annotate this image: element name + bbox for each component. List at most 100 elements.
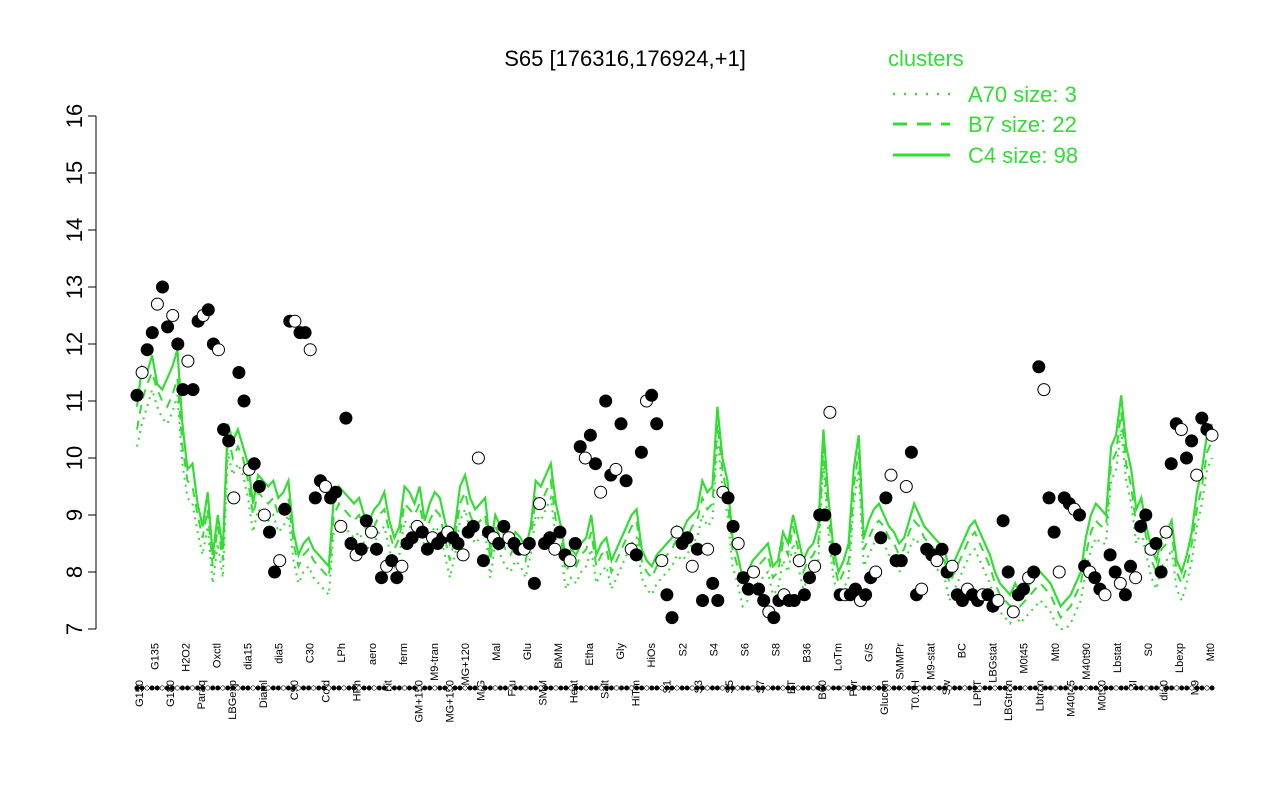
x-category-label: M9-stat — [926, 643, 938, 680]
x-marker — [1103, 685, 1109, 691]
x-category-label: dia15 — [243, 643, 255, 670]
x-category-label: Mt0 — [1050, 643, 1062, 661]
x-marker — [1027, 685, 1033, 691]
x-marker — [225, 685, 231, 691]
x-marker — [613, 685, 619, 691]
data-point — [981, 588, 995, 602]
x-marker — [634, 685, 640, 691]
data-point — [757, 594, 771, 607]
x-marker — [649, 685, 655, 691]
x-marker — [699, 685, 705, 691]
x-category-label: M40t90 — [1081, 643, 1093, 680]
data-point — [237, 394, 251, 408]
x-marker — [200, 685, 206, 691]
data-point — [329, 485, 343, 499]
x-category-label: S2 — [677, 643, 689, 656]
data-point — [278, 502, 292, 516]
x-category-label: G135 — [150, 643, 162, 670]
x-marker — [1118, 685, 1124, 691]
x-marker — [316, 685, 322, 691]
data-point — [201, 303, 215, 317]
x-marker — [568, 685, 574, 691]
data-point — [527, 576, 541, 590]
x-marker — [1073, 685, 1079, 691]
data-point — [1073, 508, 1086, 522]
data-point — [217, 423, 231, 436]
x-marker — [841, 685, 847, 691]
x-marker — [1058, 685, 1064, 691]
x-marker — [624, 685, 630, 691]
x-marker — [477, 685, 483, 691]
series-line-dotted — [136, 386, 1213, 630]
data-point — [945, 559, 959, 573]
x-category-label: Lbexp — [1174, 643, 1186, 673]
data-point — [619, 474, 633, 488]
x-category-label: M9-tran — [429, 643, 441, 681]
x-marker — [1138, 685, 1144, 691]
x-marker — [952, 685, 958, 691]
data-point — [171, 337, 185, 351]
data-point — [395, 559, 409, 573]
y-tick-label: 15 — [62, 161, 87, 185]
x-category-label: Etha — [584, 642, 596, 666]
data-point — [884, 468, 898, 482]
x-marker — [1189, 685, 1195, 691]
data-point — [476, 554, 490, 568]
x-marker — [1017, 685, 1023, 691]
x-marker — [1037, 685, 1043, 691]
x-marker — [694, 685, 700, 691]
data-point — [573, 440, 587, 454]
x-category-label: Glucon — [879, 680, 891, 715]
x-marker — [1133, 685, 1139, 691]
x-marker — [735, 685, 741, 691]
data-point — [803, 571, 816, 585]
x-marker — [215, 685, 221, 691]
x-marker — [679, 685, 685, 691]
x-marker — [921, 685, 927, 691]
x-category-label: dia5 — [274, 643, 286, 664]
x-marker — [770, 685, 776, 691]
x-marker — [709, 685, 715, 691]
data-point — [680, 531, 694, 545]
data-point — [212, 343, 225, 357]
x-marker — [654, 685, 660, 691]
x-marker — [881, 685, 887, 691]
x-category-label: B36 — [801, 643, 813, 663]
x-marker — [659, 685, 665, 691]
x-marker — [750, 685, 756, 691]
x-marker — [563, 685, 569, 691]
data-point — [685, 559, 699, 573]
x-marker — [427, 685, 433, 691]
x-category-label: Mt0 — [1205, 643, 1217, 661]
x-category-label: Sw — [941, 680, 953, 695]
data-point — [1159, 525, 1173, 539]
data-point — [370, 542, 383, 556]
x-marker — [164, 685, 170, 691]
x-marker — [518, 685, 524, 691]
x-marker — [507, 685, 513, 691]
x-marker — [432, 685, 438, 691]
x-category-label: Diaml — [258, 680, 270, 708]
x-marker — [533, 685, 539, 691]
x-marker — [442, 685, 448, 691]
x-marker — [992, 685, 998, 691]
x-marker — [341, 685, 347, 691]
x-marker — [846, 685, 852, 691]
data-point — [1001, 565, 1015, 579]
data-point — [1103, 548, 1117, 562]
y-tick-label: 9 — [62, 509, 87, 521]
x-marker — [835, 685, 841, 691]
x-marker — [285, 685, 291, 691]
data-point — [298, 326, 312, 340]
data-point — [533, 497, 546, 511]
x-marker — [1002, 685, 1008, 691]
x-category-label: BC — [957, 643, 969, 658]
data-point — [894, 554, 908, 568]
x-marker — [608, 685, 614, 691]
x-marker — [154, 685, 160, 691]
x-marker — [553, 685, 559, 691]
data-point — [583, 428, 597, 442]
y-tick-label: 14 — [62, 218, 87, 242]
x-category-label: Lbtran — [1034, 680, 1046, 711]
chart-title: S65 [176316,176924,+1] — [504, 46, 746, 71]
